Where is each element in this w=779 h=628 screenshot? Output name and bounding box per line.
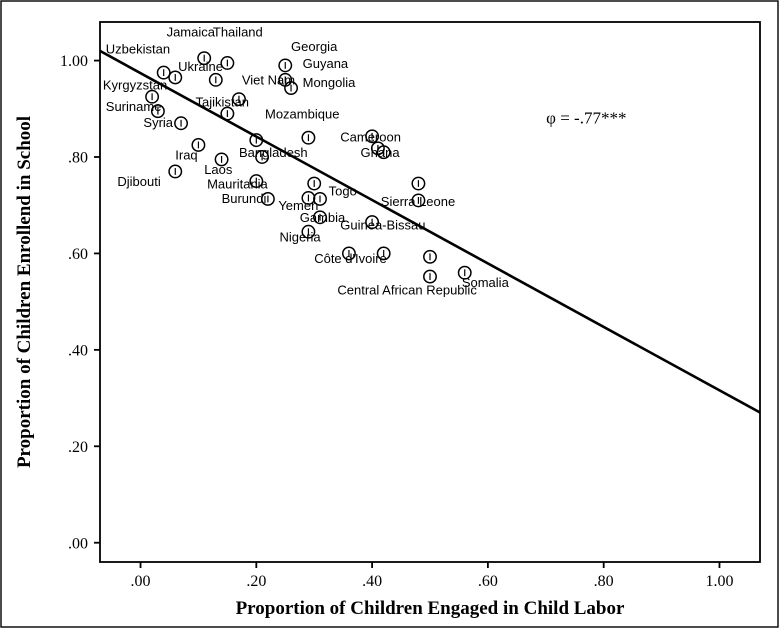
data-label: Georgia bbox=[291, 39, 338, 54]
data-label: Ghana bbox=[361, 145, 401, 160]
y-tick-label: .40 bbox=[68, 342, 88, 359]
data-label: Tajikistan bbox=[196, 94, 249, 109]
data-label: Gambia bbox=[300, 210, 346, 225]
data-label: Burundi bbox=[222, 191, 267, 206]
data-label: Viet Nam bbox=[242, 73, 295, 88]
data-label: Mauritania bbox=[207, 176, 268, 191]
y-axis-label: Proportion of Children Enrollend in Scho… bbox=[14, 116, 35, 468]
data-label: Guinea-Bissau bbox=[340, 217, 425, 232]
data-label: Suriname bbox=[106, 99, 162, 114]
y-tick-label: .80 bbox=[68, 150, 88, 167]
x-axis-label: Proportion of Children Engaged in Child … bbox=[236, 598, 625, 619]
x-tick-label: .20 bbox=[246, 573, 266, 590]
y-tick-label: .20 bbox=[68, 439, 88, 456]
y-tick-label: .60 bbox=[68, 246, 88, 263]
x-tick-label: .60 bbox=[478, 573, 498, 590]
data-label: Uzbekistan bbox=[106, 41, 170, 56]
correlation-annotation: φ = -.77*** bbox=[546, 108, 626, 127]
y-tick-label: 1.00 bbox=[60, 53, 88, 70]
data-label: Ukraine bbox=[178, 59, 223, 74]
data-label: Bangladesh bbox=[239, 145, 308, 160]
scatter-chart: .00 .20 .40 .60 .80 1.00 .00 .20 .40 .60 .80 1.00 Pr… bbox=[0, 0, 779, 628]
data-label: Kyrgyzstan bbox=[103, 78, 167, 93]
x-tick-label: .00 bbox=[131, 573, 151, 590]
x-tick-label: 1.00 bbox=[705, 573, 733, 590]
data-label: Djibouti bbox=[117, 174, 160, 189]
data-label: Cameroon bbox=[340, 130, 401, 145]
data-label: Jamaica bbox=[167, 24, 216, 39]
data-label: Mongolia bbox=[303, 75, 357, 90]
data-label: Togo bbox=[329, 184, 357, 199]
x-tick-label: .80 bbox=[594, 573, 614, 590]
data-label: Sierra Leone bbox=[381, 194, 455, 209]
data-label: Thailand bbox=[213, 24, 263, 39]
chart-svg: .00 .20 .40 .60 .80 1.00 .00 .20 .40 .60 .80 1.00 Pr… bbox=[0, 0, 779, 628]
data-label: Mozambique bbox=[265, 106, 339, 121]
data-label: Nigeria bbox=[279, 229, 321, 244]
y-tick-label: .00 bbox=[68, 535, 88, 552]
x-tick-label: .40 bbox=[362, 573, 382, 590]
data-label: Laos bbox=[204, 162, 233, 177]
chart-background bbox=[0, 0, 779, 628]
data-label: Central African Republic bbox=[337, 282, 477, 297]
data-label: Côte d'Ivoire bbox=[314, 251, 387, 266]
data-label: Guyana bbox=[303, 56, 349, 71]
data-label: Iraq bbox=[175, 147, 197, 162]
data-label: Syria bbox=[143, 115, 173, 130]
